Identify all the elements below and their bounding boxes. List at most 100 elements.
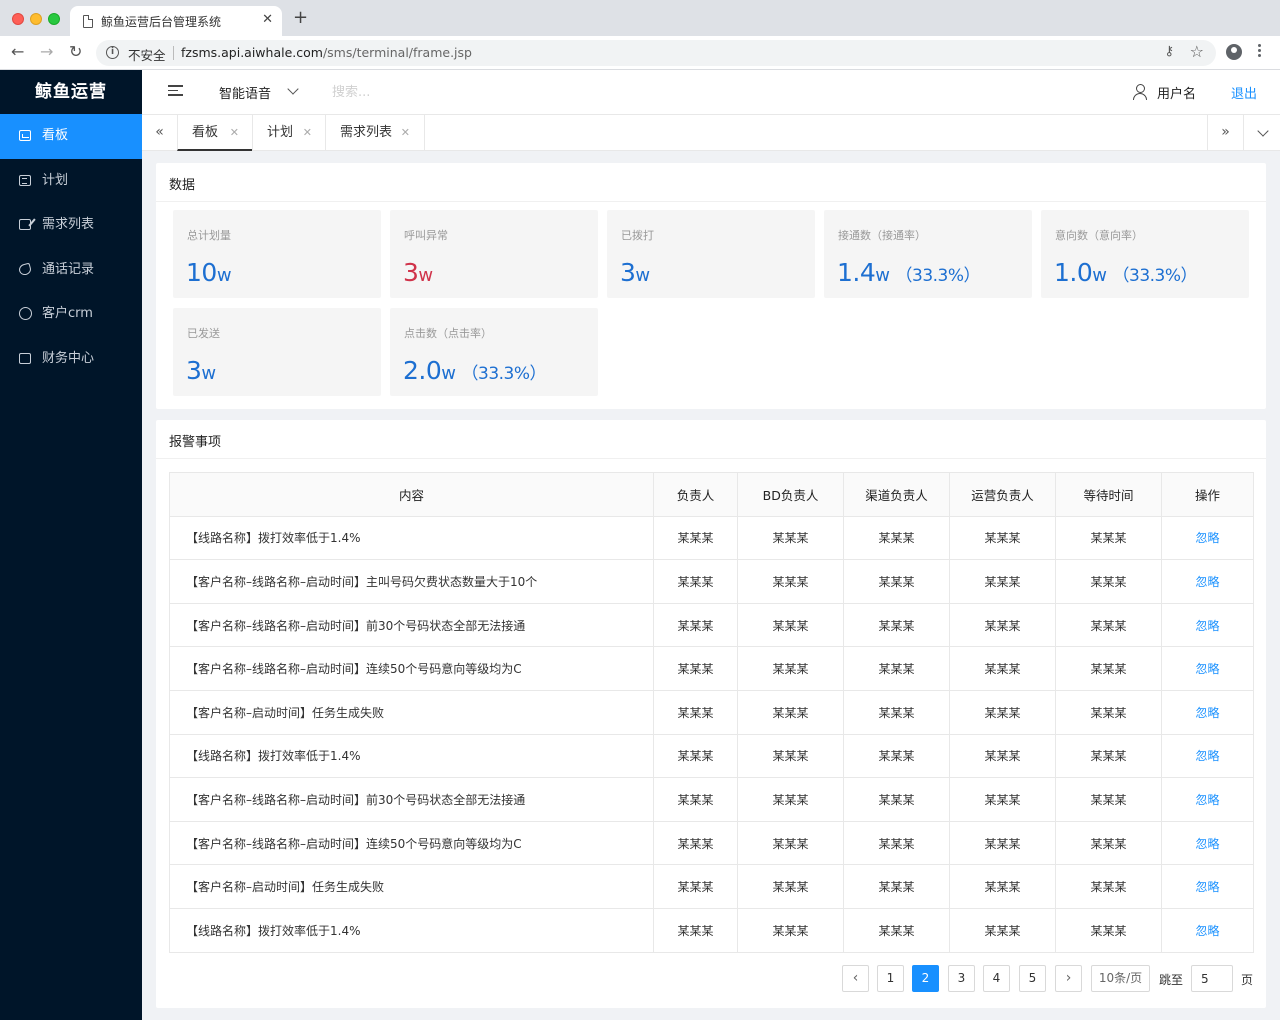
ignore-link[interactable]: 忽略 [1161, 515, 1254, 561]
table-cell-owner: 某某某 [653, 559, 738, 604]
stat-label: 呼叫异常 [404, 229, 448, 242]
tab-close-icon[interactable]: ✕ [400, 126, 410, 139]
table-cell-channel: 某某某 [843, 559, 950, 604]
sidebar-item-finance[interactable]: 财务中心 [0, 337, 142, 382]
table-cell-owner: 某某某 [653, 646, 738, 691]
page-button[interactable]: 4 [983, 965, 1010, 992]
window-zoom-button[interactable] [48, 13, 60, 25]
ignore-link[interactable]: 忽略 [1161, 689, 1254, 735]
table-row: 【线路名称】拨打效率低于1.4% 某某某 某某某 某某某 某某某 某某某 忽略 [169, 515, 1254, 561]
tabs-scroll-right-icon[interactable]: » [1207, 115, 1243, 151]
sidebar-item-label: 计划 [42, 172, 69, 188]
table-cell-content: 【客户名称–启动时间】任务生成失败 [169, 689, 654, 735]
ignore-link[interactable]: 忽略 [1161, 646, 1254, 691]
browser-tab[interactable]: 鲸鱼运营后台管理系统 ✕ [70, 6, 282, 36]
url-text[interactable]: fzsms.api.aiwhale.com/sms/terminal/frame… [181, 45, 472, 60]
ignore-link[interactable]: 忽略 [1161, 777, 1254, 822]
menu-fold-icon[interactable] [168, 85, 183, 97]
page-button[interactable]: 2 [912, 965, 939, 992]
key-icon[interactable]: ⚷ [1164, 44, 1174, 59]
page-button[interactable]: 1 [877, 965, 904, 992]
stat-unit: w [635, 265, 650, 286]
stat-label: 意向数（意向率） [1055, 229, 1143, 242]
window-close-button[interactable] [12, 13, 24, 25]
tab-close-icon[interactable]: ✕ [229, 126, 239, 139]
stat-card: 已发送 3w [173, 308, 381, 396]
forward-arrow-icon[interactable]: → [40, 42, 54, 61]
column-header: 运营负责人 [949, 472, 1056, 517]
alerts-panel-title: 报警事项 [169, 435, 222, 450]
ignore-link[interactable]: 忽略 [1161, 733, 1254, 779]
table-cell-content: 【线路名称】拨打效率低于1.4% [169, 515, 654, 561]
sidebar-item-dashboard[interactable]: 看板 [0, 114, 142, 159]
sidebar-item-label: 通话记录 [42, 261, 95, 277]
table-cell-content: 【客户名称–线路名称–启动时间】连续50个号码意向等级均为C [169, 820, 654, 866]
tab-plan[interactable]: 计划 ✕ [252, 115, 326, 151]
table-cell-channel: 某某某 [843, 689, 950, 735]
table-cell-ops: 某某某 [949, 733, 1056, 779]
stat-unit: w [216, 265, 232, 286]
ignore-link[interactable]: 忽略 [1161, 559, 1254, 604]
logout-link[interactable]: 退出 [1231, 87, 1258, 102]
new-tab-icon[interactable]: + [293, 7, 309, 28]
bookmark-star-icon[interactable]: ☆ [1189, 42, 1204, 61]
reload-icon[interactable]: ↻ [69, 42, 83, 61]
ignore-link[interactable]: 忽略 [1161, 602, 1254, 648]
table-cell-content: 【线路名称】拨打效率低于1.4% [169, 733, 654, 779]
back-arrow-icon[interactable]: ← [11, 42, 25, 61]
jump-page-input[interactable] [1191, 965, 1233, 992]
product-selector[interactable]: 智能语音 [219, 87, 272, 102]
ignore-link[interactable]: 忽略 [1161, 820, 1254, 866]
tab-label: 需求列表 [340, 125, 393, 140]
plan-icon [19, 174, 31, 186]
table-cell-bd: 某某某 [737, 864, 844, 909]
stat-card: 总计划量 10w [173, 210, 381, 298]
sidebar-item-plan[interactable]: 计划 [0, 159, 142, 204]
tabs-scroll-left-icon[interactable]: « [155, 124, 164, 140]
stat-number: 1.0 [1054, 258, 1093, 287]
profile-icon[interactable] [1226, 44, 1242, 60]
user-icon [1133, 84, 1147, 100]
stat-card: 点击数（点击率） 2.0w （33.3%） [390, 308, 598, 396]
address-bar[interactable]: i 不安全 fzsms.api.aiwhale.com/sms/terminal… [96, 40, 1216, 66]
pager-prev-icon[interactable]: ‹ [842, 965, 869, 992]
page-button[interactable]: 3 [948, 965, 975, 992]
page-tab-bar: « 看板 ✕ 计划 ✕ 需求列表 ✕ » [142, 114, 1280, 151]
chevron-down-icon[interactable] [287, 83, 299, 95]
browser-menu-icon[interactable] [1258, 44, 1262, 59]
column-header: 操作 [1161, 472, 1254, 517]
ignore-link[interactable]: 忽略 [1161, 864, 1254, 909]
page-button[interactable]: 5 [1019, 965, 1046, 992]
tabs-menu-chevron-icon[interactable] [1243, 115, 1280, 151]
stat-number: 3 [403, 258, 419, 287]
tab-close-icon[interactable]: ✕ [262, 12, 273, 27]
sidebar-item-crm[interactable]: 客户crm [0, 292, 142, 337]
alerts-table: 内容 负责人 BD负责人 渠道负责人 运营负责人 等待时间 操作 【线路名称】拨打效率低于1… [169, 472, 1254, 953]
table-row: 【客户名称–启动时间】任务生成失败 某某某 某某某 某某某 某某某 某某某 忽略 [169, 689, 1254, 735]
stats-panel-title: 数据 [169, 178, 196, 193]
sidebar-item-requirements[interactable]: 需求列表 [0, 203, 142, 248]
table-cell-owner: 某某某 [653, 733, 738, 779]
search-input[interactable] [332, 81, 532, 103]
app-logo: 鲸鱼运营 [35, 82, 107, 102]
tab-dashboard[interactable]: 看板 ✕ [177, 115, 253, 151]
table-cell-channel: 某某某 [843, 907, 950, 953]
ignore-link[interactable]: 忽略 [1161, 907, 1254, 953]
sidebar-item-call-records[interactable]: 通话记录 [0, 248, 142, 293]
window-minimize-button[interactable] [30, 13, 42, 25]
table-cell-wait: 某某某 [1055, 864, 1162, 909]
dashboard-icon [19, 130, 31, 141]
stat-label: 点击数（点击率） [404, 327, 492, 340]
user-name[interactable]: 用户名 [1157, 87, 1197, 102]
pager-next-icon[interactable]: › [1055, 965, 1082, 992]
table-cell-bd: 某某某 [737, 646, 844, 691]
stat-value: 3w [620, 258, 650, 291]
info-icon[interactable]: i [106, 46, 119, 59]
tab-requirements[interactable]: 需求列表 ✕ [325, 115, 425, 151]
tab-close-icon[interactable]: ✕ [302, 126, 312, 139]
table-cell-wait: 某某某 [1055, 733, 1162, 779]
page-size-select[interactable]: 10条/页 [1091, 965, 1150, 992]
stat-label: 已拨打 [621, 229, 654, 242]
stat-number: 3 [620, 258, 636, 287]
tab-label: 计划 [267, 125, 294, 140]
